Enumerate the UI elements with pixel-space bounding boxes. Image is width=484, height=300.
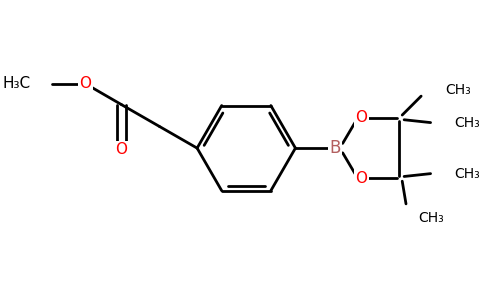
Text: O: O (116, 142, 127, 158)
Text: O: O (356, 171, 367, 186)
Text: H₃C: H₃C (2, 76, 31, 91)
Text: B: B (330, 139, 341, 157)
Text: CH₃: CH₃ (454, 167, 480, 181)
Text: CH₃: CH₃ (454, 116, 480, 130)
Text: O: O (356, 110, 367, 125)
Text: CH₃: CH₃ (445, 82, 470, 97)
Text: CH₃: CH₃ (418, 211, 444, 225)
Text: O: O (79, 76, 91, 91)
